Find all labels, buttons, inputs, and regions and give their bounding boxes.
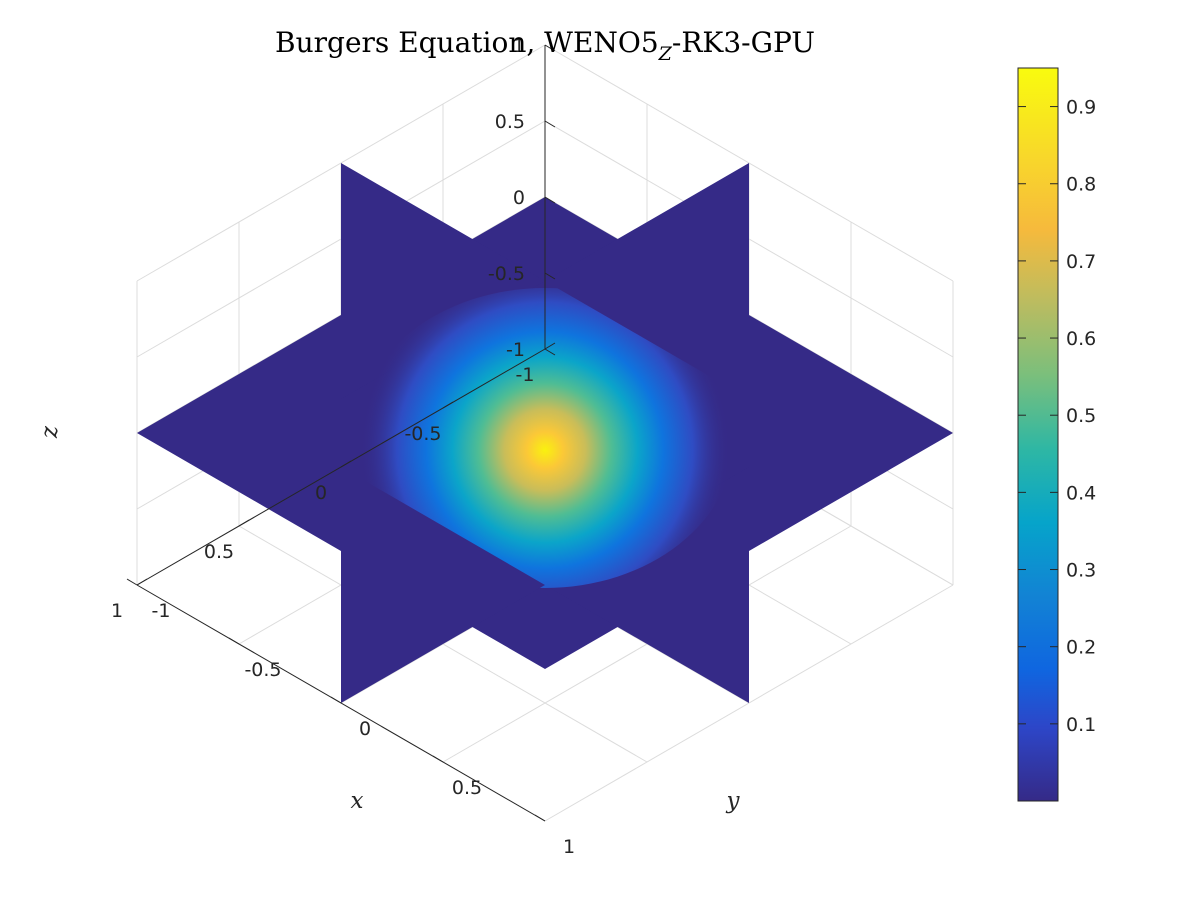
z-tick-label: 0.5 <box>495 111 525 133</box>
y-tick-mark <box>432 755 444 763</box>
colorbar-tick-label: 0.7 <box>1066 251 1096 273</box>
y-tick-mark <box>126 578 138 586</box>
colorbar: 0.1 0.2 0.3 0.4 0.5 0.6 0.7 0.8 0.9 <box>1017 67 1096 802</box>
tick-labels: -1 -0.5 0 0.5 1 -1 -0.5 0 0.5 1 -1 -0.5 0 0.5 1 <box>111 35 575 858</box>
x-tick-mark <box>442 401 454 409</box>
colorbar-tick-label: 0.5 <box>1066 405 1096 427</box>
y-tick-label: 0.5 <box>452 777 482 799</box>
z-tick-label: -1 <box>506 339 525 361</box>
y-tick-label: 1 <box>563 836 575 858</box>
colorbar-tick-label: 0.8 <box>1066 174 1096 196</box>
x-tick-label: 0 <box>315 482 327 504</box>
colorbar-tick-label: 0.2 <box>1066 637 1096 659</box>
x-tick-label: -1 <box>516 364 535 386</box>
y-tick-mark <box>228 637 240 645</box>
y-axis-label: y <box>726 788 741 814</box>
solution-field <box>355 288 735 588</box>
z-tick-label: 0 <box>513 187 525 209</box>
slice-planes <box>137 163 953 703</box>
z-tick-label: 1 <box>513 35 525 57</box>
x-tick-label: -0.5 <box>404 423 441 445</box>
y-tick-label: -0.5 <box>244 659 281 681</box>
x-tick-label: 1 <box>111 600 123 622</box>
z-axis-label: z <box>37 425 63 439</box>
y-tick-label: 0 <box>359 718 371 740</box>
colorbar-ticks: 0.1 0.2 0.3 0.4 0.5 0.6 0.7 0.8 0.9 <box>1018 97 1096 736</box>
x-tick-mark <box>136 578 148 586</box>
colorbar-tick-label: 0.3 <box>1066 560 1096 582</box>
x-tick-mark <box>340 460 352 468</box>
x-tick-mark <box>238 519 250 527</box>
x-axis-label: x <box>351 788 364 814</box>
colorbar-tick-label: 0.6 <box>1066 328 1096 350</box>
y-tick-label: -1 <box>152 600 171 622</box>
z-tick-mark <box>544 348 556 356</box>
x-tick-label: 0.5 <box>204 541 234 563</box>
y-tick-mark <box>534 814 546 822</box>
chart-title: Burgers Equation, WENO5Z-RK3-GPU <box>275 26 815 65</box>
x-tick-mark <box>544 342 556 350</box>
colorbar-tick-label: 0.9 <box>1066 97 1096 119</box>
colorbar-tick-label: 0.1 <box>1066 714 1096 736</box>
z-tick-mark <box>544 272 556 280</box>
z-tick-mark <box>544 44 556 52</box>
y-tick-mark <box>330 696 342 704</box>
z-tick-label: -0.5 <box>488 263 525 285</box>
colorbar-tick-label: 0.4 <box>1066 482 1096 504</box>
z-tick-mark <box>544 196 556 204</box>
colorbar-bar <box>1017 67 1059 802</box>
z-tick-mark <box>544 120 556 128</box>
